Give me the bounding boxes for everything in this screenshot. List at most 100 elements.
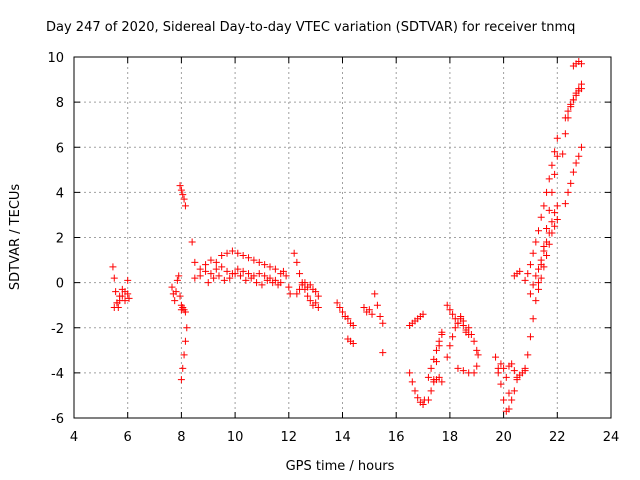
- data-point: [344, 315, 352, 323]
- series-s23: [443, 315, 473, 361]
- series-s1: [109, 263, 133, 311]
- data-point: [432, 346, 440, 354]
- data-point: [121, 288, 129, 296]
- data-point: [572, 91, 580, 99]
- series-s27: [494, 360, 521, 404]
- data-point: [454, 319, 462, 327]
- data-point: [191, 258, 199, 266]
- data-point: [459, 367, 467, 375]
- data-point: [296, 270, 304, 278]
- y-tick-label: -6: [51, 412, 64, 427]
- series-s7: [188, 238, 285, 278]
- data-point: [553, 215, 561, 223]
- x-tick-label: 6: [124, 430, 132, 445]
- series-s25: [467, 331, 482, 359]
- series-s2: [110, 276, 132, 311]
- data-point: [414, 394, 422, 402]
- data-point: [406, 369, 414, 377]
- data-point: [543, 188, 551, 196]
- data-point: [261, 261, 269, 269]
- data-point: [535, 285, 543, 293]
- data-point: [500, 396, 508, 404]
- data-point: [236, 272, 244, 280]
- data-point: [435, 337, 443, 345]
- x-tick-label: 14: [334, 430, 351, 445]
- data-point: [548, 218, 556, 226]
- data-point: [110, 303, 118, 311]
- data-point: [454, 364, 462, 372]
- data-point: [109, 263, 117, 271]
- data-point: [301, 279, 309, 287]
- data-point: [349, 321, 357, 329]
- data-point: [181, 337, 189, 345]
- data-point: [371, 290, 379, 298]
- data-point: [183, 324, 191, 332]
- data-point: [449, 333, 457, 341]
- data-point: [532, 297, 540, 305]
- data-point: [459, 317, 467, 325]
- data-point: [569, 168, 577, 176]
- data-point: [171, 297, 179, 305]
- data-point: [540, 263, 548, 271]
- data-point: [548, 229, 556, 237]
- data-point: [207, 270, 215, 278]
- data-point: [551, 222, 559, 230]
- series-s21: [430, 373, 446, 386]
- y-tick-label: 8: [56, 96, 64, 111]
- data-point: [304, 292, 312, 300]
- data-point: [473, 346, 481, 354]
- data-point: [125, 294, 133, 302]
- data-point: [408, 378, 416, 386]
- x-tick-label: 10: [227, 430, 244, 445]
- data-point: [548, 161, 556, 169]
- data-point: [210, 274, 218, 282]
- data-point: [551, 148, 559, 156]
- data-point: [443, 301, 451, 309]
- data-point: [231, 270, 239, 278]
- data-point: [553, 202, 561, 210]
- x-tick-label: 18: [442, 430, 459, 445]
- data-point: [502, 373, 510, 381]
- data-point: [212, 258, 220, 266]
- x-tick-label: 22: [549, 430, 566, 445]
- data-point: [196, 265, 204, 273]
- y-tick-label: 6: [56, 141, 64, 156]
- data-point: [196, 272, 204, 280]
- series-s33: [535, 215, 561, 293]
- data-point: [553, 152, 561, 160]
- data-point: [296, 285, 304, 293]
- data-point: [521, 367, 529, 375]
- data-point: [438, 378, 446, 386]
- data-point: [181, 308, 189, 316]
- data-point: [245, 270, 253, 278]
- data-point: [176, 182, 184, 190]
- series-s32: [526, 202, 561, 298]
- data-point: [349, 340, 357, 348]
- data-point: [516, 267, 524, 275]
- data-point: [446, 306, 454, 314]
- data-point: [360, 303, 368, 311]
- data-point: [569, 96, 577, 104]
- data-point: [505, 405, 513, 413]
- data-point: [118, 292, 126, 300]
- series-s3: [168, 272, 185, 309]
- data-point: [510, 387, 518, 395]
- data-point: [266, 263, 274, 271]
- data-point: [551, 170, 559, 178]
- data-point: [373, 301, 381, 309]
- x-tick-label: 16: [388, 430, 405, 445]
- data-point: [181, 202, 189, 210]
- data-point: [545, 240, 553, 248]
- data-point: [368, 310, 376, 318]
- data-point: [427, 364, 435, 372]
- data-point: [279, 267, 287, 275]
- data-point: [379, 349, 387, 357]
- data-point: [561, 130, 569, 138]
- x-tick-label: 4: [70, 430, 78, 445]
- data-point: [540, 247, 548, 255]
- data-point: [424, 396, 432, 404]
- data-point: [173, 276, 181, 284]
- data-point: [451, 324, 459, 332]
- data-point: [561, 200, 569, 208]
